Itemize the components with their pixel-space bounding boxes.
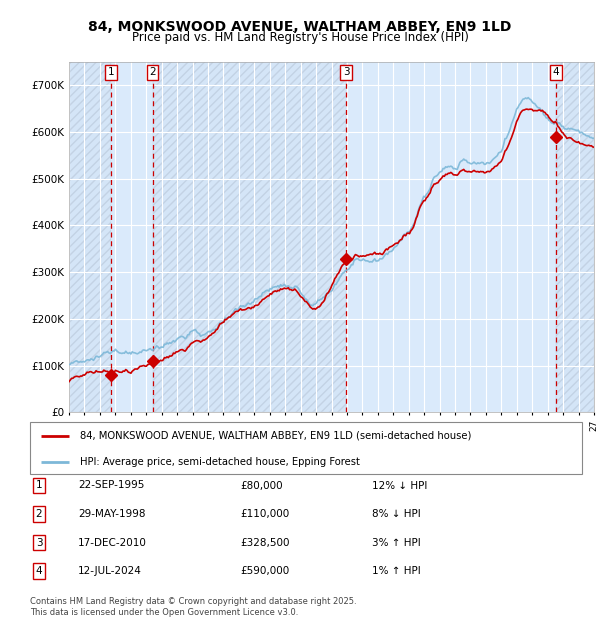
Bar xyxy=(556,62,594,412)
Text: 1: 1 xyxy=(35,480,43,490)
Text: 84, MONKSWOOD AVENUE, WALTHAM ABBEY, EN9 1LD (semi-detached house): 84, MONKSWOOD AVENUE, WALTHAM ABBEY, EN9… xyxy=(80,431,471,441)
Text: Contains HM Land Registry data © Crown copyright and database right 2025.
This d: Contains HM Land Registry data © Crown c… xyxy=(30,598,356,617)
FancyBboxPatch shape xyxy=(30,422,582,474)
Text: 2: 2 xyxy=(35,509,43,519)
Text: 29-MAY-1998: 29-MAY-1998 xyxy=(78,509,146,519)
Bar xyxy=(346,62,556,412)
Text: 3% ↑ HPI: 3% ↑ HPI xyxy=(372,538,421,547)
Text: 3: 3 xyxy=(35,538,43,547)
Text: £80,000: £80,000 xyxy=(240,480,283,490)
Text: 8% ↓ HPI: 8% ↓ HPI xyxy=(372,509,421,519)
Text: £110,000: £110,000 xyxy=(240,509,289,519)
Text: £328,500: £328,500 xyxy=(240,538,290,547)
Bar xyxy=(111,62,152,412)
Text: 4: 4 xyxy=(35,566,43,576)
Text: 84, MONKSWOOD AVENUE, WALTHAM ABBEY, EN9 1LD: 84, MONKSWOOD AVENUE, WALTHAM ABBEY, EN9… xyxy=(88,20,512,34)
Text: 3: 3 xyxy=(343,67,350,78)
Bar xyxy=(69,62,111,412)
Text: 12% ↓ HPI: 12% ↓ HPI xyxy=(372,480,427,490)
Text: HPI: Average price, semi-detached house, Epping Forest: HPI: Average price, semi-detached house,… xyxy=(80,457,359,467)
Text: 4: 4 xyxy=(553,67,559,78)
Text: 2: 2 xyxy=(149,67,156,78)
Text: 17-DEC-2010: 17-DEC-2010 xyxy=(78,538,147,547)
Text: Price paid vs. HM Land Registry's House Price Index (HPI): Price paid vs. HM Land Registry's House … xyxy=(131,31,469,44)
Bar xyxy=(152,62,346,412)
Text: 1% ↑ HPI: 1% ↑ HPI xyxy=(372,566,421,576)
Text: £590,000: £590,000 xyxy=(240,566,289,576)
Bar xyxy=(69,62,111,412)
Text: 22-SEP-1995: 22-SEP-1995 xyxy=(78,480,145,490)
Bar xyxy=(152,62,346,412)
Text: 12-JUL-2024: 12-JUL-2024 xyxy=(78,566,142,576)
Bar xyxy=(556,62,594,412)
Text: 1: 1 xyxy=(107,67,115,78)
